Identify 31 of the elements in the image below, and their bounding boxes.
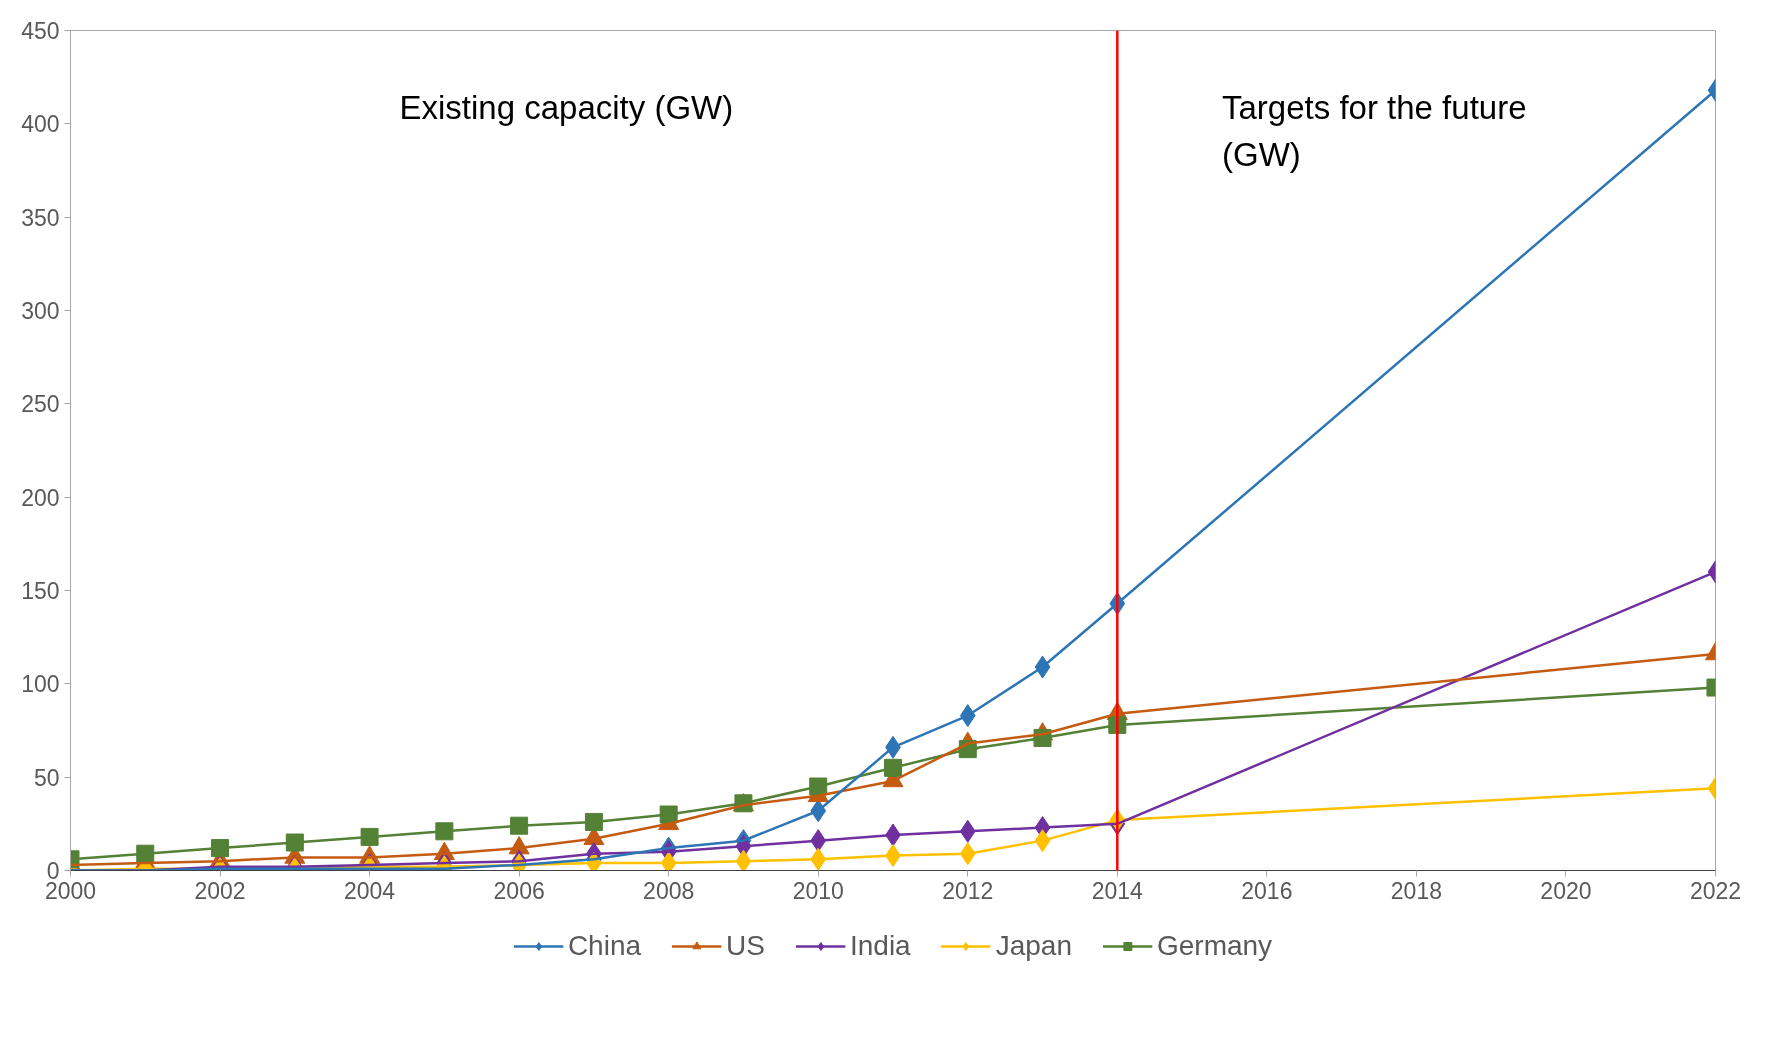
x-tick-label: 2020 [1540, 877, 1592, 904]
x-tick-label: 2012 [942, 877, 994, 904]
y-tick-label: 450 [21, 18, 60, 44]
legend-label: Japan [995, 930, 1072, 962]
point [435, 822, 454, 841]
point [735, 849, 752, 871]
y-tick-label: 250 [21, 391, 60, 418]
x-tick-label: 2010 [792, 877, 844, 904]
y-tick-label: 150 [21, 578, 60, 604]
x-tick-label: 2018 [1390, 877, 1442, 904]
point [360, 827, 379, 846]
x-tick-label: 2022 [1689, 877, 1742, 904]
x-tick-label: 2008 [643, 877, 695, 904]
legend-label: Germany [1156, 930, 1273, 962]
legend-label: India [849, 930, 911, 962]
y-tick-label: 200 [21, 484, 60, 511]
x-tick-label: 2004 [344, 877, 396, 904]
y-tick-label: 400 [21, 111, 60, 138]
y-tick-label: 50 [33, 764, 60, 791]
y-tick-label: 350 [21, 204, 60, 231]
annotation: Existing capacity (GW) [399, 89, 734, 127]
y-tick-label: 100 [21, 671, 60, 698]
legend-label: US [726, 930, 765, 962]
x-tick-label: 2014 [1091, 877, 1144, 904]
x-tick-label: 2002 [194, 877, 246, 904]
x-tick-label: 2006 [493, 877, 545, 904]
x-tick-label: 2016 [1241, 877, 1293, 904]
annotation: Targets for the future (GW) [1222, 89, 1527, 173]
legend-label: China [567, 930, 642, 962]
point [285, 833, 304, 852]
y-tick-label: 300 [21, 298, 60, 324]
